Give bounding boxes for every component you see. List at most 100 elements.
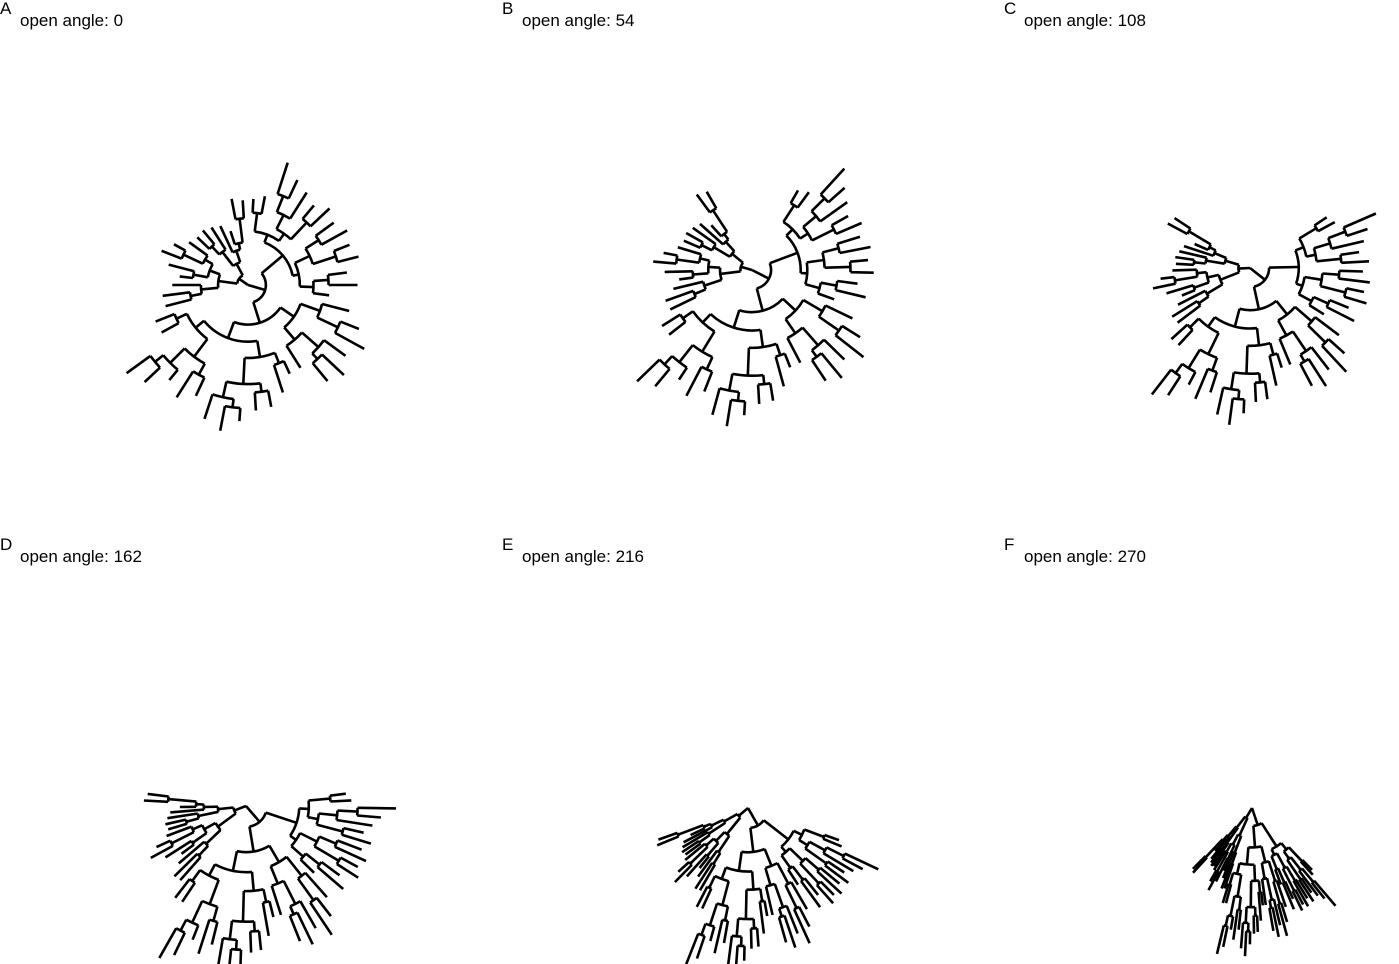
internal-branch <box>803 300 822 311</box>
tip-branch <box>1261 892 1263 906</box>
internal-branch <box>209 864 215 875</box>
internal-branch <box>1305 277 1322 280</box>
tip-branch <box>166 300 192 307</box>
internal-branch <box>1231 373 1234 390</box>
tip-branch <box>1309 305 1324 314</box>
tip-branch <box>707 192 717 209</box>
internal-branch <box>1212 358 1217 371</box>
internal-branch <box>240 219 243 243</box>
internal-branch <box>702 245 713 250</box>
tip-branch <box>1339 279 1370 283</box>
tip-branch <box>357 816 381 818</box>
tip-branch <box>697 195 710 213</box>
tip-branch <box>127 356 151 373</box>
tip-branch <box>1233 909 1237 939</box>
tip-branch <box>1277 354 1282 368</box>
node-arc <box>1240 863 1255 864</box>
tip-branch <box>232 199 236 219</box>
tip-branch <box>162 251 182 259</box>
internal-branch <box>683 311 693 318</box>
internal-branch <box>236 940 237 950</box>
internal-branch <box>218 281 237 284</box>
tip-branch <box>174 933 185 955</box>
internal-branch <box>275 353 279 363</box>
internal-branch <box>679 345 693 362</box>
tip-branch <box>1318 222 1335 231</box>
internal-branch <box>737 919 739 937</box>
tip-branch <box>826 306 853 319</box>
internal-branch <box>701 924 705 935</box>
internal-branch <box>708 267 720 268</box>
tip-branch <box>321 231 347 245</box>
internal-branch <box>770 253 798 263</box>
tip-branch <box>310 903 332 935</box>
tip-branch <box>1168 376 1180 395</box>
tip-branch <box>836 290 866 297</box>
node-arc <box>672 356 687 368</box>
internal-branch <box>218 814 236 827</box>
internal-branch <box>254 921 255 931</box>
internal-branch <box>239 279 248 285</box>
node-arc <box>1182 364 1195 372</box>
internal-branch <box>1238 268 1250 269</box>
internal-branch <box>665 356 673 364</box>
tip-branch <box>679 368 687 380</box>
tip-branch <box>316 223 334 236</box>
tip-branch <box>1195 369 1208 399</box>
internal-branch <box>246 806 260 822</box>
tip-branch <box>1322 346 1346 372</box>
internal-branch <box>1207 284 1223 293</box>
node-arc <box>818 283 821 294</box>
tip-branch <box>231 231 235 244</box>
tip-branch <box>1315 317 1339 335</box>
tip-branch <box>177 371 193 397</box>
internal-branch <box>204 823 215 829</box>
tip-branch <box>817 885 833 903</box>
node-arc <box>703 282 706 290</box>
internal-branch <box>1299 294 1312 301</box>
node-arc <box>698 934 704 936</box>
internal-branch <box>212 247 220 255</box>
internal-branch <box>821 283 837 286</box>
tip-branch <box>1241 923 1243 949</box>
tip-branch <box>148 794 169 797</box>
internal-branch <box>799 840 807 845</box>
internal-branch <box>765 849 772 866</box>
tip-branch <box>757 928 758 946</box>
tip-branch <box>318 867 344 889</box>
node-arc <box>717 904 728 907</box>
internal-branch <box>1295 307 1312 322</box>
internal-branch <box>825 267 851 268</box>
internal-branch <box>306 240 319 248</box>
tip-branch <box>837 237 860 244</box>
internal-branch <box>700 259 709 261</box>
internal-branch <box>763 375 764 384</box>
tip-branch <box>1257 916 1258 932</box>
node-arc <box>779 906 787 909</box>
tip-branch <box>1176 264 1194 265</box>
internal-branch <box>1306 255 1315 257</box>
internal-branch <box>722 868 726 880</box>
tip-branch <box>665 271 693 272</box>
tip-branch <box>253 199 254 213</box>
tip-branch <box>1210 372 1217 392</box>
internal-branch <box>309 799 331 801</box>
tip-branch <box>1280 339 1291 365</box>
tip-branch <box>684 241 701 248</box>
internal-branch <box>264 889 267 902</box>
node-arc <box>291 833 300 846</box>
internal-branch <box>1272 856 1277 869</box>
tip-branch <box>163 292 190 296</box>
internal-branch <box>1252 808 1258 825</box>
node-arc <box>708 261 709 274</box>
internal-branch <box>777 344 781 355</box>
internal-branch <box>1259 881 1260 892</box>
node-arc <box>209 920 217 922</box>
internal-branch <box>812 230 834 241</box>
tip-branch <box>1265 382 1267 399</box>
internal-branch <box>693 273 709 274</box>
node-arc <box>747 889 761 890</box>
tip-branch <box>262 196 265 214</box>
internal-branch <box>729 374 732 391</box>
node-arc <box>232 921 254 922</box>
